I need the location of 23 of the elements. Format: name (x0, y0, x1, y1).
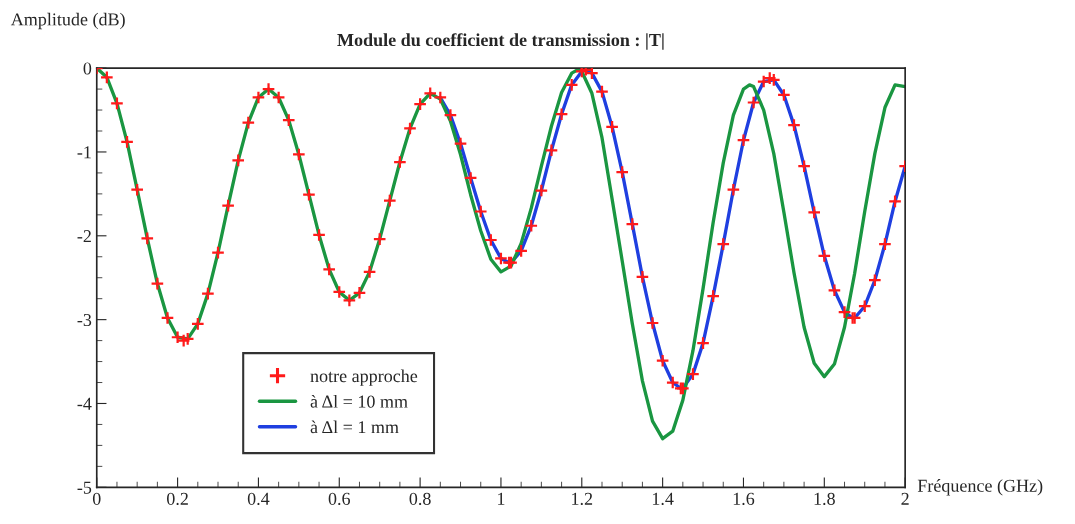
x-tick-label: 0.8 (409, 492, 431, 505)
legend-label: notre approche (310, 369, 418, 386)
y-tick-label: 0 (83, 62, 92, 75)
x-tick-label: 1.4 (652, 492, 674, 505)
legend-label: à Δl = 1 mm (310, 420, 399, 434)
x-tick-label: 1 (498, 492, 505, 505)
x-tick-label: 1.6 (733, 492, 755, 505)
x-tick-label: 1.8 (814, 492, 835, 505)
y-tick-label: -4 (77, 397, 92, 410)
x-tick-label: 0 (92, 492, 101, 505)
y-tick-label: -5 (77, 481, 92, 494)
x-tick-label: 0.4 (247, 492, 270, 505)
y-tick-label: -1 (77, 146, 91, 159)
legend-label: à Δl = 10 mm (310, 394, 408, 408)
y-tick-label: -3 (77, 313, 92, 327)
x-tick-label: 2 (901, 492, 909, 505)
x-tick-label: 1.2 (572, 492, 593, 505)
y-tick-label: -2 (77, 230, 91, 243)
chart-title: Module du coefficient de transmission : |T| (337, 33, 664, 50)
x-axis-title: Fréquence (GHz) (917, 479, 1043, 496)
y-axis-title: Amplitude (dB) (10, 12, 125, 30)
x-tick-label: 0.2 (166, 492, 188, 505)
x-tick-label: 0.6 (328, 492, 351, 505)
